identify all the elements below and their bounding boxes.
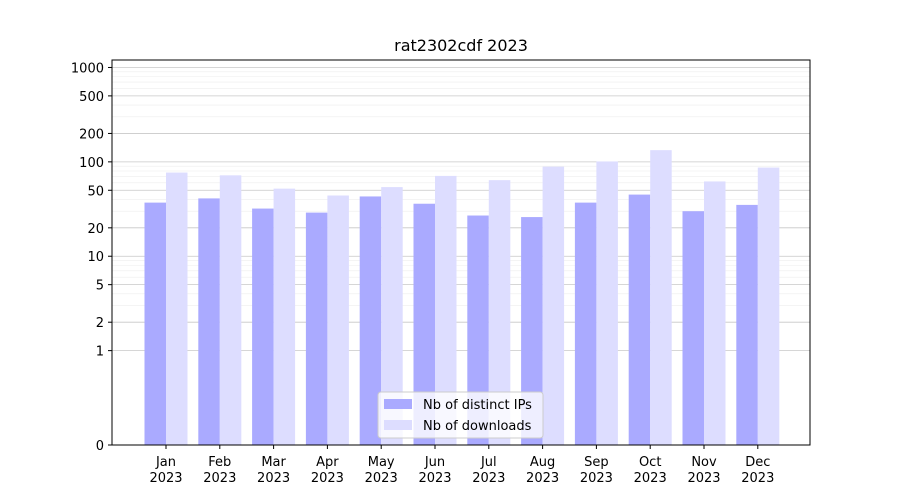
bar-distinct-ips [736,204,758,445]
bar-distinct-ips [198,198,220,445]
y-tick-label: 0 [96,439,104,454]
y-tick-label: 1000 [71,61,104,76]
x-tick-label: Sep 2023 [580,455,613,486]
bar-downloads [273,188,296,445]
bar-downloads [542,166,565,446]
bar-distinct-ips [305,212,328,445]
bar-distinct-ips [574,202,597,445]
y-tick-label: 20 [87,222,104,237]
bar-distinct-ips [144,202,166,445]
y-tick-label: 100 [79,156,104,171]
x-tick-label: Jun 2023 [418,455,451,486]
x-tick-label: Oct 2023 [634,455,667,486]
y-tick-label: 500 [79,90,104,105]
bar-downloads [704,181,726,445]
bar-distinct-ips [682,211,704,445]
bar-distinct-ips [359,196,382,445]
y-tick-label: 1 [96,345,104,360]
x-tick-label: Dec 2023 [741,455,774,486]
bar-downloads [435,175,457,445]
x-tick-label: Jul 2023 [472,455,505,486]
x-tick-label: Mar 2023 [257,455,290,486]
bar-distinct-ips [467,215,489,445]
legend-label: Nb of downloads [423,419,532,434]
x-tick-label: May 2023 [365,455,398,486]
legend-swatch [384,399,412,409]
bar-distinct-ips [252,208,274,445]
y-tick-label: 50 [87,184,104,199]
legend: Nb of distinct IPs Nb of downloads [377,391,544,439]
chart-title: rat2302cdf 2023 [394,36,528,55]
bar-downloads [219,175,242,446]
bar-downloads [327,195,349,445]
y-tick-label: 2 [96,316,104,331]
bars [144,150,780,446]
bar-distinct-ips [628,194,651,445]
bar-distinct-ips [521,217,543,445]
legend-label: Nb of distinct IPs [423,398,532,413]
legend-box [377,391,544,439]
x-axis: Jan 2023 Feb 2023 Mar 2023 Apr 2023 May 2023 Jun 20… [149,445,774,486]
x-tick-label: Apr 2023 [311,455,344,486]
x-tick-label: Feb 2023 [203,455,236,486]
plot-frame [111,59,811,446]
bar-downloads [650,150,672,445]
y-tick-label: 10 [87,250,104,265]
y-tick-label: 5 [96,279,104,294]
x-tick-label: Jan 2023 [149,455,182,486]
x-tick-label: Nov 2023 [687,455,720,486]
y-axis: 0 1 2 5 10 20 50 100 200 500 1000 [71,61,112,454]
bar-distinct-ips [413,203,435,445]
bar-downloads [757,167,780,445]
y-tick-label: 200 [79,127,104,142]
bar-downloads [596,161,618,445]
bar-downloads [166,172,188,445]
bar-downloads [488,180,511,445]
bar-downloads [381,187,403,446]
x-tick-label: Aug 2023 [526,455,559,486]
legend-swatch [384,420,412,430]
